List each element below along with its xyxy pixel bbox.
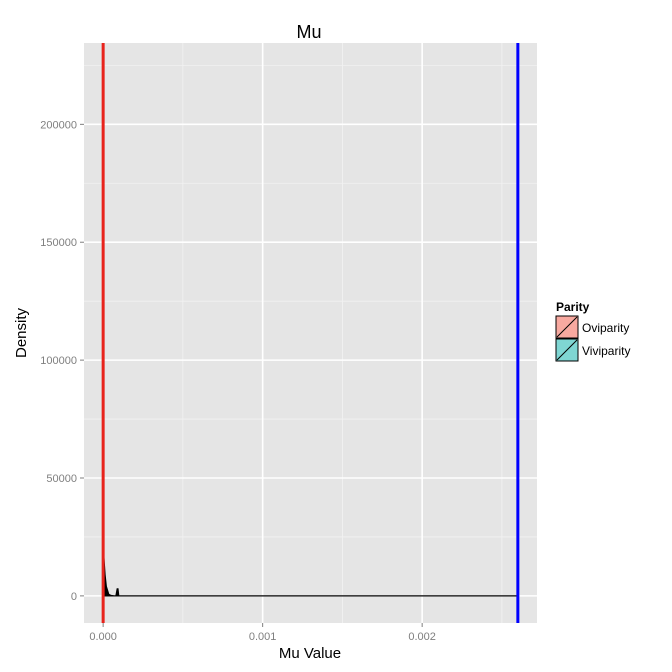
y-tick-label: 200000	[40, 119, 77, 131]
y-axis-title: Density	[13, 307, 30, 358]
legend-label: Viviparity	[582, 344, 630, 358]
x-tick-label: 0.001	[249, 631, 277, 643]
legend-label: Oviparity	[582, 321, 629, 335]
y-tick-label: 150000	[40, 237, 77, 249]
legend-key-slash	[556, 339, 578, 361]
legend-item: Viviparity	[555, 338, 630, 362]
legend: Parity Oviparity Viviparity	[555, 300, 630, 362]
grid-minor	[84, 43, 537, 623]
plot-panel	[84, 43, 537, 623]
legend-item: Oviparity	[555, 315, 629, 339]
y-tick-label: 100000	[40, 355, 77, 367]
legend-key-slash	[556, 316, 578, 338]
x-tick-label: 0.000	[89, 631, 117, 643]
y-tick-label: 0	[71, 591, 77, 603]
x-axis: 0.000 0.001 0.002	[89, 623, 436, 643]
y-axis: 0 50000 100000 150000 200000	[40, 119, 84, 603]
x-tick-label: 0.002	[408, 631, 436, 643]
chart-title: Mu	[296, 22, 321, 42]
x-axis-title: Mu Value	[279, 645, 341, 662]
legend-title: Parity	[556, 300, 590, 314]
reference-lines	[101, 43, 520, 623]
y-tick-label: 50000	[46, 473, 77, 485]
